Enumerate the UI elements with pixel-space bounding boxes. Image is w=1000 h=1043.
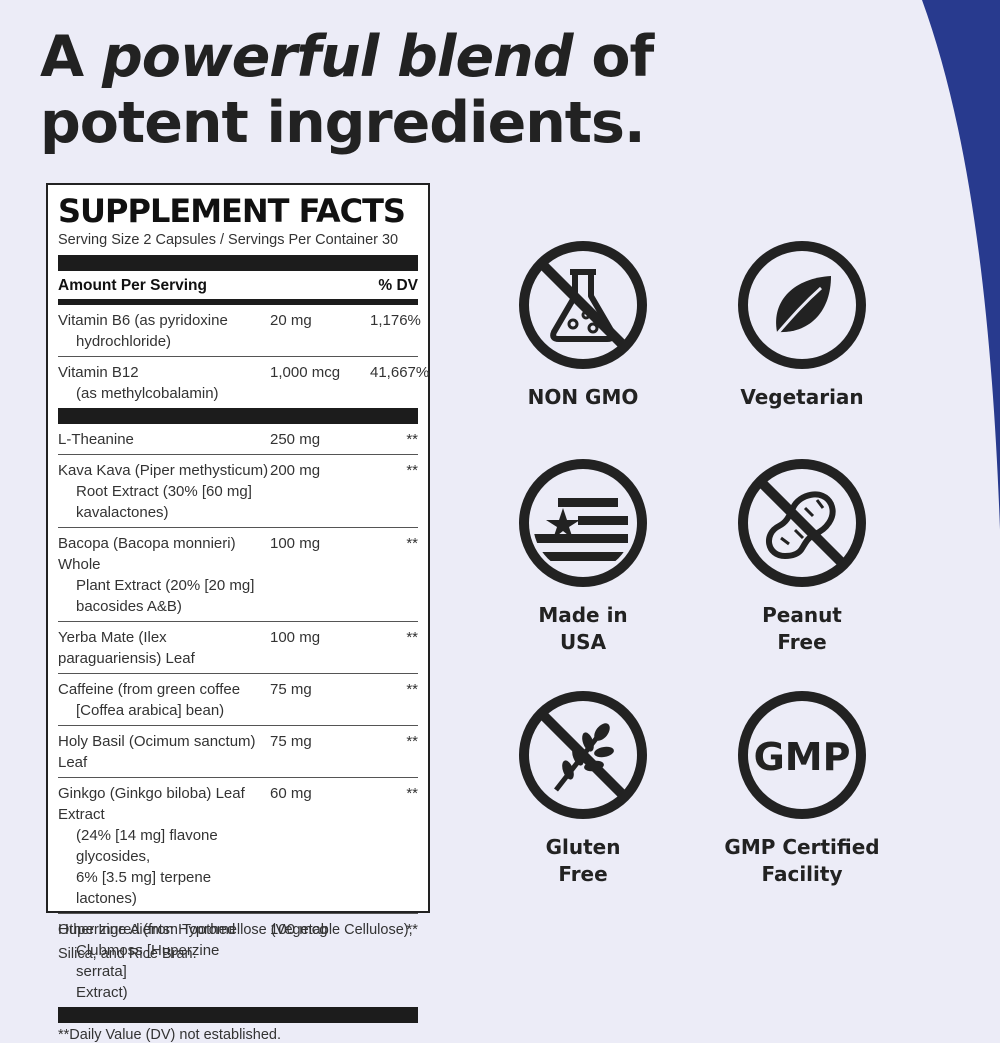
dv-header: % DV xyxy=(378,277,418,294)
ingredient-dv: ** xyxy=(406,431,418,448)
amount-per-serving-header: Amount Per Serving xyxy=(58,277,207,294)
facts-row: Vitamin B6 (as pyridoxine hydrochloride) … xyxy=(58,305,421,357)
no-gluten-wheat-icon xyxy=(519,691,647,819)
ingredient-amount: 1,000 mcg xyxy=(270,364,341,381)
badge-label: Made in USA xyxy=(538,603,628,654)
no-peanut-icon xyxy=(738,459,866,587)
facts-row: Bacopa (Bacopa monnieri) Whole Plant Extr… xyxy=(58,528,418,622)
badge-peanut-free: Peanut Free xyxy=(702,458,902,656)
usa-flag-icon xyxy=(519,459,647,587)
gmp-icon-text: GMP xyxy=(754,735,851,779)
headline: A powerful blend of potent ingredients. xyxy=(40,24,654,156)
ingredient-dv: ** xyxy=(406,681,418,698)
ingredient-amount: 20 mg xyxy=(270,312,312,329)
facts-row: Ginkgo (Ginkgo biloba) Leaf Extract (24% … xyxy=(58,778,418,914)
headline-pre: A xyxy=(40,24,102,90)
facts-row: Yerba Mate (Ilex paraguariensis) Leaf 100… xyxy=(58,622,418,674)
ingredient-amount: 100 mcg xyxy=(270,921,328,938)
dv-footnote: **Daily Value (DV) not established. xyxy=(58,1027,281,1043)
facts-row: Huperzine A (from Toothed Clubmoss [Huper… xyxy=(58,914,418,1007)
ingredient-amount: 100 mg xyxy=(270,629,321,646)
ingredient-dv: 1,176% xyxy=(370,312,421,329)
supplement-facts-panel: SUPPLEMENT FACTS Serving Size 2 Capsules… xyxy=(46,183,430,1043)
badge-gluten-free: Gluten Free xyxy=(483,690,683,888)
ingredient-name: L-Theanine xyxy=(58,431,134,448)
badge-gmp: GMP GMP Certified Facility xyxy=(702,690,902,888)
ingredient-amount: 75 mg xyxy=(270,733,312,750)
headline-post: of xyxy=(572,24,654,90)
ingredient-amount: 250 mg xyxy=(270,431,321,448)
proprietary-ingredients: L-Theanine 250 mg ** Kava Kava (Piper methy… xyxy=(58,424,418,1007)
ingredient-amount: 100 mg xyxy=(270,535,321,552)
badge-label: GMP Certified Facility xyxy=(724,835,880,886)
headline-emphasis: powerful blend xyxy=(101,24,574,90)
thick-divider xyxy=(58,255,418,271)
facts-header-row: Amount Per Serving % DV xyxy=(58,271,418,299)
ingredient-dv: ** xyxy=(406,921,418,938)
gmp-icon: GMP xyxy=(738,691,866,819)
no-gmo-flask-icon xyxy=(519,241,647,369)
badge-label: Peanut Free xyxy=(762,603,842,654)
accent-wave xyxy=(922,0,1000,1000)
badge-made-in-usa: Made in USA xyxy=(483,458,683,656)
ingredient-name: Vitamin B6 (as pyridoxine hydrochloride) xyxy=(58,312,228,350)
badge-vegetarian: Vegetarian xyxy=(702,240,902,411)
ingredient-name: Yerba Mate (Ilex paraguariensis) Leaf xyxy=(58,629,195,667)
facts-row: Kava Kava (Piper methysticum) Root Extrac… xyxy=(58,455,418,528)
medium-divider xyxy=(58,299,418,305)
facts-row: Caffeine (from green coffee [Coffea arabi… xyxy=(58,674,418,726)
badge-non-gmo: NON GMO xyxy=(483,240,683,411)
ingredient-dv: ** xyxy=(406,785,418,802)
ingredient-name: Caffeine (from green coffee [Coffea arabi… xyxy=(58,681,241,719)
ingredient-dv: 41,667% xyxy=(370,364,430,381)
serving-info: Serving Size 2 Capsules / Servings Per C… xyxy=(58,232,399,248)
other-ingredients: Other Ingredients: Hypromellose (Vegetab… xyxy=(58,918,458,966)
ingredient-amount: 60 mg xyxy=(270,785,312,802)
ingredient-name: Holy Basil (Ocimum sanctum) Leaf xyxy=(58,733,256,771)
ingredient-name: Ginkgo (Ginkgo biloba) Leaf Extract (24% … xyxy=(58,785,245,907)
leaf-icon xyxy=(738,241,866,369)
facts-row: L-Theanine 250 mg ** xyxy=(58,424,418,455)
ingredient-amount: 75 mg xyxy=(270,681,312,698)
thick-divider xyxy=(58,408,418,424)
ingredient-dv: ** xyxy=(406,733,418,750)
badge-label: Gluten Free xyxy=(545,835,621,886)
ingredient-dv: ** xyxy=(406,629,418,646)
headline-line2: potent ingredients. xyxy=(40,90,646,156)
badge-label: Vegetarian xyxy=(740,385,864,409)
ingredient-name: Vitamin B12 (as methylcobalamin) xyxy=(58,364,219,402)
ingredient-name: Bacopa (Bacopa monnieri) Whole Plant Extr… xyxy=(58,535,255,615)
ingredient-amount: 200 mg xyxy=(270,462,321,479)
facts-row: Vitamin B12 (as methylcobalamin) 1,000 mc… xyxy=(58,357,430,408)
other-ingredients-line: Silica, and Rice Bran. xyxy=(58,946,197,962)
ingredient-name: Kava Kava (Piper methysticum) Root Extrac… xyxy=(58,462,269,521)
ingredient-name: Huperzine A (from Toothed Clubmoss [Huper… xyxy=(58,921,236,1001)
ingredient-dv: ** xyxy=(406,535,418,552)
other-ingredients-line: Other Ingredients: Hypromellose (Vegetab… xyxy=(58,922,413,938)
ingredient-dv: ** xyxy=(406,462,418,479)
facts-row: Holy Basil (Ocimum sanctum) Leaf 75 mg ** xyxy=(58,726,418,778)
thick-divider xyxy=(58,1007,418,1023)
badge-label: NON GMO xyxy=(527,385,639,409)
facts-title: SUPPLEMENT FACTS xyxy=(58,192,406,230)
